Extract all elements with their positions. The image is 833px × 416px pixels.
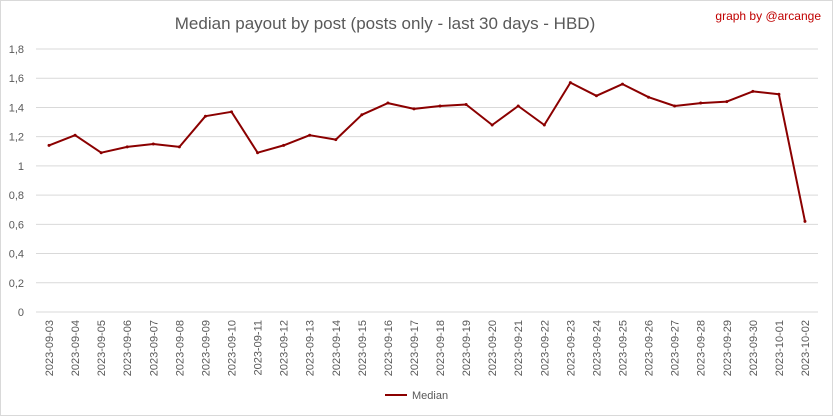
x-tick-label: 2023-09-14: [331, 320, 343, 376]
x-tick-label: 2023-09-21: [513, 320, 525, 376]
data-point: [464, 103, 468, 107]
data-point: [438, 104, 442, 108]
x-tick-label: 2023-09-08: [174, 320, 186, 376]
data-point: [699, 101, 703, 105]
x-tick-label: 2023-09-23: [565, 320, 577, 376]
x-tick-label: 2023-09-30: [748, 320, 760, 376]
y-tick-label: 1,6: [9, 73, 24, 85]
x-tick-label: 2023-09-05: [96, 320, 108, 376]
data-point: [73, 133, 77, 137]
data-point: [256, 151, 260, 155]
data-point: [203, 114, 207, 118]
data-point: [516, 104, 520, 108]
data-point: [230, 110, 233, 114]
data-point: [386, 101, 390, 105]
data-point: [125, 145, 129, 149]
data-point: [308, 133, 312, 137]
data-point: [751, 89, 755, 93]
chart-credit: graph by @arcange: [715, 9, 821, 23]
y-tick-label: 1,8: [9, 44, 24, 56]
x-tick-label: 2023-09-11: [253, 320, 265, 375]
data-point: [542, 123, 546, 127]
x-tick-label: 2023-09-29: [722, 320, 734, 376]
data-point: [568, 81, 572, 85]
series-layer: [47, 81, 807, 223]
data-point: [647, 95, 651, 99]
y-tick-label: 1: [18, 161, 24, 173]
series-line-median: [48, 81, 806, 222]
x-tick-label: 2023-09-22: [539, 320, 551, 376]
x-tick-label: 2023-09-27: [670, 320, 682, 376]
data-point: [673, 104, 677, 108]
x-tick-label: 2023-09-03: [44, 320, 56, 376]
y-tick-label: 0,2: [9, 278, 24, 290]
data-point: [177, 145, 181, 149]
data-point: [725, 100, 729, 104]
gridlines: [36, 48, 818, 313]
x-tick-label: 2023-09-06: [122, 320, 134, 376]
x-tick-label: 2023-09-15: [357, 320, 369, 376]
y-tick-label: 0: [18, 307, 24, 319]
x-tick-label: 2023-09-25: [618, 320, 630, 376]
y-tick-label: 0,4: [9, 249, 24, 261]
x-tick-label: 2023-09-17: [409, 320, 421, 376]
data-point: [151, 142, 155, 146]
x-axis-ticks: 2023-09-03 2023-09-04 2023-09-05 2023-09-06…: [44, 320, 812, 376]
x-tick-label: 2023-09-12: [279, 320, 291, 376]
data-point: [360, 113, 364, 117]
data-point: [621, 82, 624, 86]
data-point: [412, 107, 416, 111]
x-tick-label: 2023-09-18: [435, 320, 447, 376]
data-point: [777, 92, 781, 96]
y-tick-label: 1,2: [9, 132, 24, 144]
data-point: [803, 219, 807, 223]
x-tick-label: 2023-09-04: [70, 320, 82, 376]
data-point: [594, 94, 598, 98]
x-tick-label: 2023-09-09: [200, 320, 212, 376]
x-tick-label: 2023-09-13: [305, 320, 317, 376]
legend: Median: [385, 390, 448, 402]
x-tick-label: 2023-09-24: [591, 320, 603, 376]
x-tick-label: 2023-09-28: [696, 320, 708, 376]
x-tick-label: 2023-10-02: [800, 320, 812, 376]
x-tick-label: 2023-09-26: [644, 320, 656, 376]
chart-title: Median payout by post (posts only - last…: [175, 14, 595, 33]
x-tick-label: 2023-09-20: [487, 320, 499, 376]
x-tick-label: 2023-09-19: [461, 320, 473, 376]
x-tick-label: 2023-09-10: [227, 320, 239, 376]
x-tick-label: 2023-10-01: [774, 320, 786, 376]
data-point: [282, 143, 286, 147]
y-axis-ticks: 0 0,2 0,4 0,6 0,8 1 1,2 1,4 1,6 1,8: [9, 44, 24, 319]
x-tick-label: 2023-09-07: [148, 320, 160, 376]
data-point: [490, 123, 494, 127]
x-tick-label: 2023-09-16: [383, 320, 395, 376]
y-tick-label: 0,6: [9, 219, 24, 231]
data-point: [334, 138, 338, 142]
data-point: [99, 151, 103, 155]
y-tick-label: 1,4: [9, 102, 24, 114]
legend-label: Median: [412, 390, 448, 402]
y-tick-label: 0,8: [9, 190, 24, 202]
data-point: [47, 143, 51, 147]
